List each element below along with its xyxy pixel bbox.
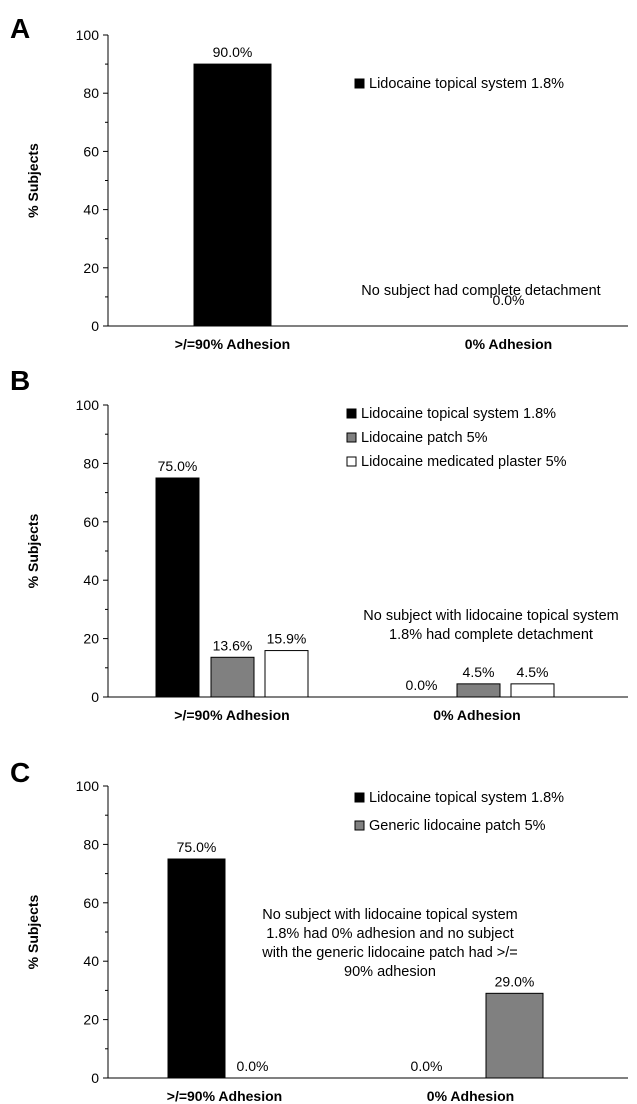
bar [193, 63, 272, 327]
chart-panel-c: C 0 20 40 60 80 100 % Subjects 75.0% 0.0% >/=90% A… [10, 757, 628, 1104]
y-axis-label: % Subjects [25, 143, 41, 218]
data-label: 13.6% [213, 637, 253, 653]
legend-entry: Lidocaine patch 5% [361, 430, 488, 446]
x-category-label: >/=90% Adhesion [167, 1088, 282, 1104]
chart-panel-b: B 0 20 40 60 80 100 % Subjects 75.0% 13.6% 15.9% >/… [10, 365, 628, 723]
panel-letter: C [10, 757, 30, 788]
x-category-label: 0% Adhesion [427, 1088, 514, 1104]
data-label: 0.0% [406, 677, 438, 693]
annotation-text: No subject had complete detachment [361, 283, 600, 299]
y-tick-label: 40 [83, 953, 99, 969]
legend-entry: Generic lidocaine patch 5% [369, 818, 546, 834]
legend-swatch [354, 792, 365, 803]
legend-entry: Lidocaine topical system 1.8% [361, 406, 556, 422]
legend-swatch [354, 78, 365, 89]
bar [167, 858, 226, 1079]
data-label: 90.0% [213, 44, 253, 60]
x-category-label: >/=90% Adhesion [174, 707, 289, 723]
data-label: 0.0% [411, 1058, 443, 1074]
y-tick-label: 0 [91, 318, 99, 334]
x-category-label: 0% Adhesion [465, 336, 552, 352]
y-axis-label: % Subjects [25, 513, 41, 588]
legend-swatch [346, 408, 357, 419]
annotation-text: 1.8% had complete detachment [389, 627, 593, 643]
annotation-text: 1.8% had 0% adhesion and no subject [266, 926, 514, 942]
y-tick-label: 80 [83, 85, 99, 101]
bar [210, 656, 255, 698]
annotation-text: No subject with lidocaine topical system [363, 608, 618, 624]
legend-entry: Lidocaine medicated plaster 5% [361, 454, 567, 470]
y-tick-label: 20 [83, 1012, 99, 1028]
legend-entry: Lidocaine topical system 1.8% [369, 790, 564, 806]
annotation-text: 90% adhesion [344, 964, 436, 980]
bar [155, 477, 200, 698]
y-tick-label: 0 [91, 689, 99, 705]
annotation-text: No subject with lidocaine topical system [262, 907, 517, 923]
y-tick-label: 0 [91, 1070, 99, 1086]
y-axis-label: % Subjects [25, 894, 41, 969]
bar [510, 683, 555, 698]
legend-swatch [354, 820, 365, 831]
data-label: 0.0% [493, 292, 525, 308]
legend-entry: Lidocaine topical system 1.8% [369, 76, 564, 92]
y-tick-label: 40 [83, 572, 99, 588]
annotation-text: with the generic lidocaine patch had >/= [261, 945, 518, 961]
data-label: 75.0% [177, 839, 217, 855]
data-label: 4.5% [517, 664, 549, 680]
panel-letter: A [10, 13, 30, 44]
y-tick-label: 20 [83, 260, 99, 276]
data-label: 4.5% [463, 664, 495, 680]
data-label: 15.9% [267, 631, 307, 647]
y-tick-label: 20 [83, 631, 99, 647]
y-tick-label: 40 [83, 202, 99, 218]
legend-swatch [346, 456, 357, 467]
y-tick-label: 100 [76, 397, 100, 413]
bar [485, 992, 544, 1079]
y-tick-label: 60 [83, 514, 99, 530]
y-tick-label: 60 [83, 143, 99, 159]
y-tick-label: 80 [83, 836, 99, 852]
legend-swatch [346, 432, 357, 443]
chart-panel-a: A 0 20 40 60 80 100 % Subjects 90.0% >/=90% Adhes… [10, 13, 628, 352]
bar [456, 683, 501, 698]
y-tick-label: 80 [83, 455, 99, 471]
bar [264, 650, 309, 698]
x-category-label: >/=90% Adhesion [175, 336, 290, 352]
panel-letter: B [10, 365, 30, 396]
y-tick-label: 100 [76, 778, 100, 794]
y-tick-label: 100 [76, 27, 100, 43]
data-label: 0.0% [237, 1058, 269, 1074]
x-category-label: 0% Adhesion [433, 707, 520, 723]
y-tick-label: 60 [83, 895, 99, 911]
data-label: 29.0% [495, 973, 535, 989]
data-label: 75.0% [158, 458, 198, 474]
